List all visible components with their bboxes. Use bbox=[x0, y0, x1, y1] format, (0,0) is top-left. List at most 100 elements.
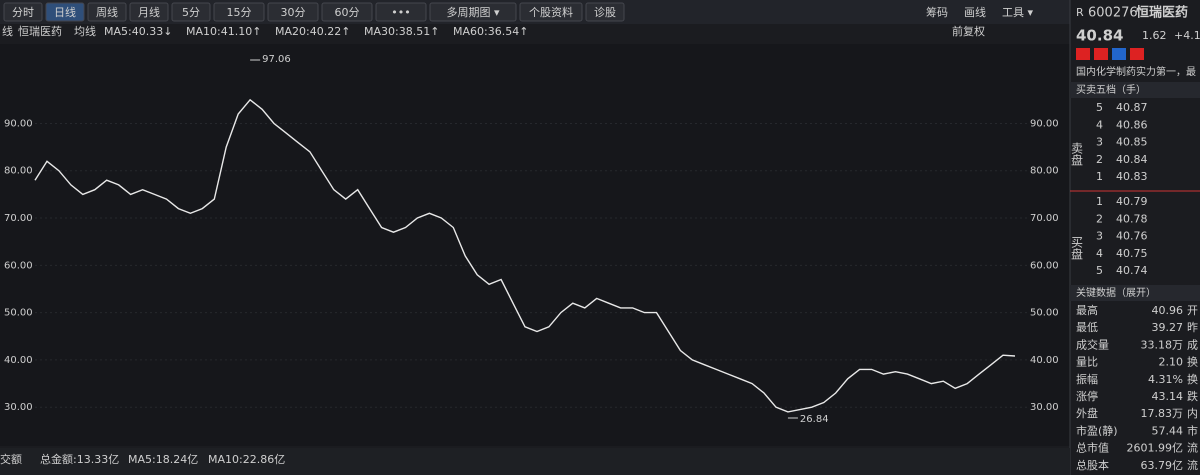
volume-info: MA10:22.86亿 bbox=[208, 453, 285, 466]
key-name: 量比 bbox=[1076, 356, 1098, 369]
tag-icon bbox=[1130, 48, 1144, 60]
volume-bar-bg bbox=[0, 448, 1070, 475]
key-name: 市盈(静) bbox=[1076, 423, 1118, 437]
volume-info: 总金额:13.33亿 bbox=[40, 452, 119, 466]
quote-change: 1.62 bbox=[1142, 29, 1167, 42]
key-name: 振幅 bbox=[1076, 372, 1098, 386]
key-tail: 成 bbox=[1187, 338, 1198, 351]
tab-label[interactable]: 多周期图 ▾ bbox=[446, 5, 499, 19]
ma-value: MA30:38.51↑ bbox=[364, 25, 439, 38]
tab-button[interactable] bbox=[129, 2, 169, 22]
key-header-bg bbox=[1070, 285, 1200, 301]
key-name: 涨停 bbox=[1076, 389, 1098, 403]
sell-price: 40.83 bbox=[1116, 170, 1148, 183]
tab-label[interactable]: 日线 bbox=[54, 5, 76, 19]
tab-label[interactable]: 月线 bbox=[138, 5, 160, 19]
tab-button[interactable] bbox=[171, 2, 211, 22]
key-value: 57.44 bbox=[1152, 424, 1184, 437]
tab-label[interactable]: 诊股 bbox=[594, 5, 616, 19]
low-label: 26.84 bbox=[800, 414, 829, 425]
key-tail: 昨 bbox=[1187, 321, 1198, 334]
ma-value: MA20:40.22↑ bbox=[275, 25, 350, 38]
buy-level: 3 bbox=[1096, 230, 1103, 243]
buy-level: 2 bbox=[1096, 212, 1103, 225]
key-value: 17.83万 bbox=[1141, 407, 1184, 420]
y-tick-label: 90.00 bbox=[4, 118, 33, 129]
tab-button[interactable] bbox=[87, 2, 127, 22]
sell-price: 40.86 bbox=[1116, 118, 1148, 131]
y-tick-label-right: 40.00 bbox=[1030, 355, 1059, 366]
sell-level: 1 bbox=[1096, 170, 1103, 183]
tool-label[interactable]: 画线 bbox=[964, 5, 986, 19]
key-value: 33.18万 bbox=[1141, 338, 1184, 351]
tag-icon bbox=[1094, 48, 1108, 60]
sell-price: 40.85 bbox=[1116, 136, 1148, 149]
price-line bbox=[34, 98, 1016, 413]
key-value: 63.79亿 bbox=[1141, 459, 1184, 472]
tab-button[interactable] bbox=[519, 2, 583, 22]
y-tick-label: 40.00 bbox=[4, 355, 33, 366]
key-value: 4.31% bbox=[1148, 373, 1183, 386]
quote-change-pct: +4.1 bbox=[1174, 29, 1200, 42]
y-tick-label-right: 80.00 bbox=[1030, 166, 1059, 177]
tab-label[interactable]: 分时 bbox=[12, 6, 34, 19]
tool-label[interactable]: 工具 ▾ bbox=[1002, 6, 1033, 19]
tab-label[interactable]: 15分 bbox=[227, 6, 252, 19]
y-tick-label-right: 60.00 bbox=[1030, 260, 1059, 271]
ma-value: MA10:41.10↑ bbox=[186, 25, 261, 38]
tab-label[interactable]: 5分 bbox=[182, 6, 200, 19]
high-label: 97.06 bbox=[262, 54, 291, 65]
key-name: 最高 bbox=[1076, 303, 1098, 317]
key-tail: 换 bbox=[1187, 355, 1198, 369]
tab-label[interactable]: 30分 bbox=[281, 6, 306, 19]
tab-button[interactable] bbox=[267, 2, 319, 22]
sell-level: 3 bbox=[1096, 136, 1103, 149]
tab-label[interactable]: 周线 bbox=[96, 5, 118, 19]
volume-info: MA5:18.24亿 bbox=[128, 453, 198, 466]
key-title[interactable]: 关键数据（展开） bbox=[1076, 286, 1156, 299]
ma-label: 均线 bbox=[74, 24, 96, 38]
tab-label[interactable]: 60分 bbox=[335, 6, 360, 19]
key-value: 43.14 bbox=[1152, 390, 1184, 403]
buy-level: 4 bbox=[1096, 247, 1103, 260]
key-tail: 内 bbox=[1187, 406, 1198, 420]
key-value: 2.10 bbox=[1159, 356, 1184, 369]
sell-level: 5 bbox=[1096, 101, 1103, 114]
y-tick-label: 30.00 bbox=[4, 402, 33, 413]
tab-label[interactable]: ••• bbox=[391, 6, 410, 19]
buy-price: 40.75 bbox=[1116, 247, 1148, 260]
buy-price: 40.78 bbox=[1116, 212, 1148, 225]
y-tick-label-right: 70.00 bbox=[1030, 213, 1059, 224]
sell-level: 2 bbox=[1096, 153, 1103, 166]
tab-button[interactable] bbox=[213, 2, 265, 22]
adjust-mode[interactable]: 前复权 bbox=[952, 24, 985, 38]
key-tail: 市 bbox=[1187, 423, 1198, 437]
sell-price: 40.84 bbox=[1116, 153, 1148, 166]
book-title: 买卖五档（手） bbox=[1076, 83, 1146, 96]
quote-description: 国内化学制药实力第一，最 bbox=[1076, 65, 1196, 78]
key-tail: 跌 bbox=[1187, 389, 1198, 403]
tab-button[interactable] bbox=[585, 2, 625, 22]
indicator-prefix: 线 bbox=[2, 24, 13, 38]
y-tick-label: 70.00 bbox=[4, 213, 33, 224]
tab-button[interactable] bbox=[321, 2, 373, 22]
key-tail: 换 bbox=[1187, 372, 1198, 386]
buy-level: 1 bbox=[1096, 195, 1103, 208]
ma-value: MA60:36.54↑ bbox=[453, 25, 528, 38]
chart-bg bbox=[0, 44, 1070, 446]
key-name: 总股本 bbox=[1076, 458, 1109, 472]
key-tail: 流 bbox=[1187, 458, 1198, 472]
tab-button[interactable] bbox=[3, 2, 43, 22]
tool-label[interactable]: 筹码 bbox=[926, 5, 948, 19]
key-value: 2601.99亿 bbox=[1127, 442, 1184, 455]
tab-label[interactable]: 个股资料 bbox=[529, 5, 573, 19]
buy-level: 5 bbox=[1096, 264, 1103, 277]
y-tick-label-right: 50.00 bbox=[1030, 308, 1059, 319]
tab-button[interactable] bbox=[375, 2, 427, 22]
sell-price: 40.87 bbox=[1116, 101, 1148, 114]
tab-button[interactable] bbox=[429, 2, 517, 22]
stock-name: 恒瑞医药 bbox=[18, 24, 62, 38]
tab-button[interactable] bbox=[45, 2, 85, 22]
key-name: 成交量 bbox=[1076, 337, 1109, 351]
